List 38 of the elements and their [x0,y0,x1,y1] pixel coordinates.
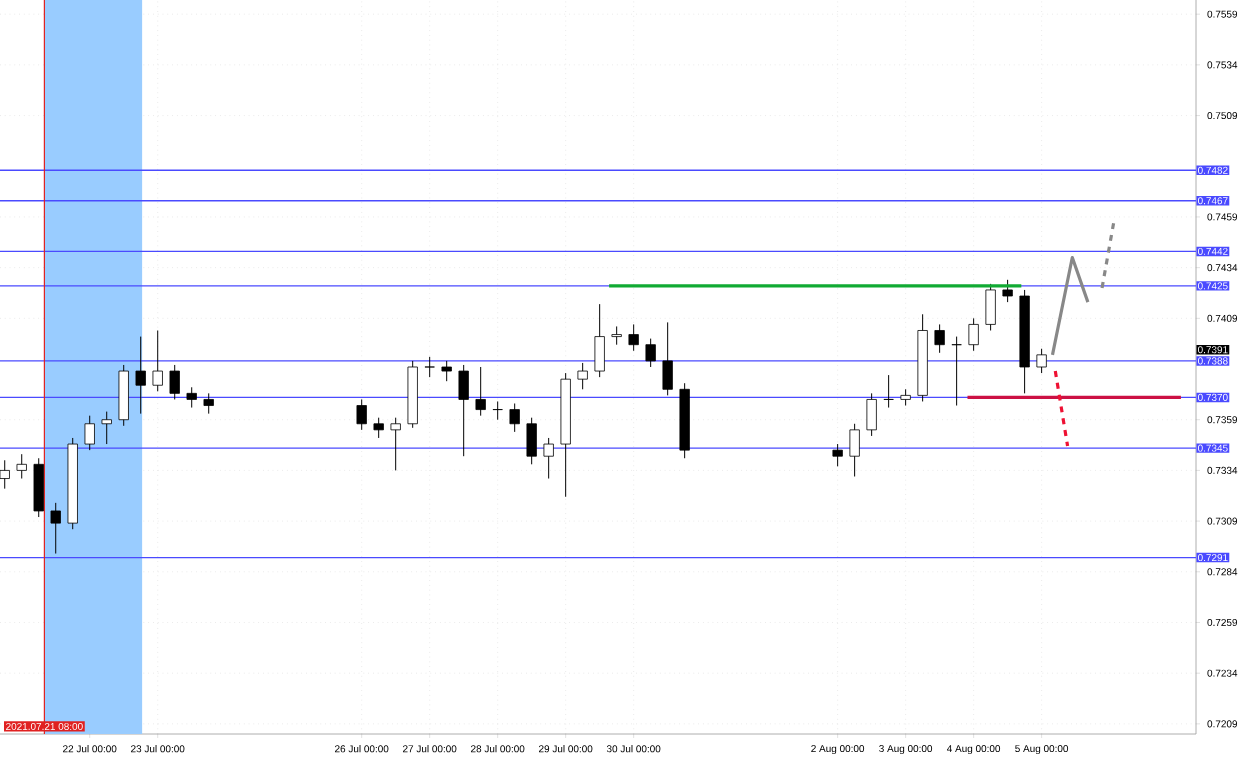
candlestick [84,415,95,451]
candlestick [492,400,503,421]
candlestick [373,417,384,439]
candlestick [611,325,622,346]
candlestick [832,443,843,467]
candlestick [526,417,537,465]
candlestick [152,329,163,392]
candlestick [866,392,877,437]
candlestick [985,283,996,331]
candlestick [883,374,894,409]
candlestick [441,360,452,382]
candlestick [951,336,962,407]
candlestick [475,366,486,417]
candlestick [1002,279,1013,303]
candlestick [458,364,469,457]
candlestick [509,402,520,433]
candlestick [0,459,10,490]
candlestick [577,362,588,390]
candlestick [169,364,180,400]
candlestick [33,457,44,518]
candlestick [50,502,61,555]
candlestick [356,398,367,431]
candlestick [390,417,401,471]
candlestick [968,317,979,352]
candlestick [662,321,673,396]
candlestick [424,356,435,378]
candlestick [186,386,197,409]
candlestick [543,437,554,480]
candlestick [1036,348,1047,374]
candlestick [135,336,146,415]
candlestick [849,423,860,477]
candlestick [101,411,112,445]
candlestick [203,392,214,415]
candlestick [645,338,656,368]
candlestick [628,323,639,352]
candlestick [594,303,605,378]
candlestick [16,453,27,480]
candlestick [934,323,945,354]
